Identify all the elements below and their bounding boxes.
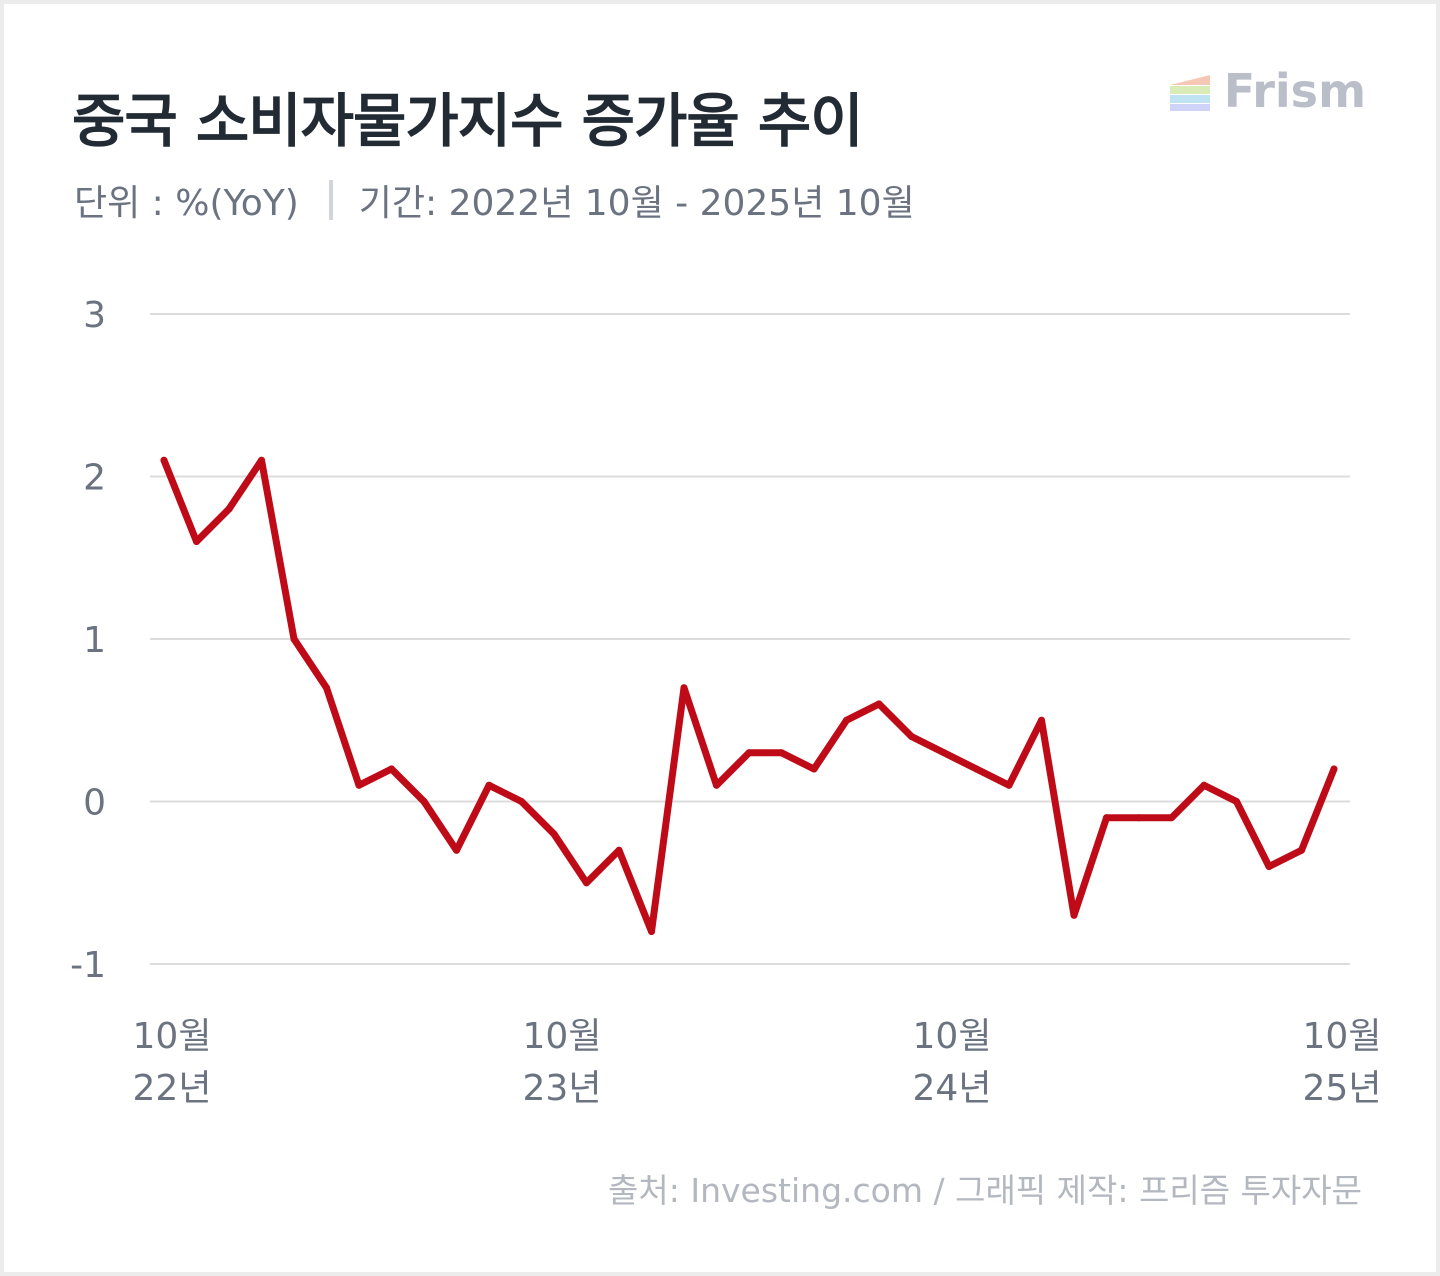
data-point [843, 716, 850, 724]
data-point [355, 781, 363, 789]
data-point [940, 749, 948, 757]
data-point [485, 781, 493, 789]
data-point [810, 765, 818, 773]
subtitle-divider [328, 180, 333, 220]
chart-card: 중국 소비자물가지수 증가율 추이 단위 : %(YoY) 기간: 2022년 … [4, 4, 1436, 1272]
x-tick-month-label: 10월 [523, 1016, 602, 1057]
y-tick-label: 0 [83, 783, 106, 824]
data-point [680, 684, 688, 692]
data-point [908, 733, 915, 740]
x-axis-ticks: 10월 22년 10월 23년 10월 24년 10월 25년 [133, 1016, 1382, 1109]
unit-label: 단위 : %(YoY) [74, 183, 299, 224]
data-point [290, 635, 298, 643]
data-point [550, 830, 558, 838]
data-point [1168, 814, 1175, 822]
data-point [1005, 781, 1013, 789]
x-tick-month-label: 10월 [133, 1016, 212, 1057]
chart-subtitle: 단위 : %(YoY) 기간: 2022년 10월 - 2025년 10월 [74, 174, 915, 226]
series-line [160, 456, 1338, 935]
data-point [713, 781, 720, 789]
frism-logo: Frism [1169, 64, 1366, 118]
grid-lines [150, 313, 1350, 965]
data-point [1038, 716, 1045, 724]
data-point [745, 749, 753, 757]
period-label: 기간: 2022년 10월 - 2025년 10월 [358, 183, 915, 224]
data-point [453, 846, 460, 854]
data-point [1265, 863, 1273, 870]
data-point [615, 846, 623, 854]
data-point [518, 798, 525, 805]
y-axis-ticks: 3 2 1 0 -1 [70, 295, 106, 986]
line-chart: 3 2 1 0 -1 10월 22년 10월 23년 10월 24년 10월 25년 [70, 295, 1382, 1109]
data-point [258, 456, 265, 464]
data-point [973, 765, 980, 773]
y-tick-label: 2 [83, 458, 106, 499]
data-point [160, 456, 168, 464]
data-point [225, 505, 233, 513]
chart-title: 중국 소비자물가지수 증가율 추이 [72, 87, 864, 155]
x-tick-month-label: 10월 [1303, 1016, 1382, 1057]
data-point [1135, 814, 1143, 822]
data-point [388, 765, 395, 773]
y-tick-label: 1 [83, 620, 106, 661]
data-point [323, 684, 330, 692]
data-point [1200, 781, 1208, 789]
data-point [778, 749, 785, 757]
data-point [648, 928, 655, 935]
x-tick-year-label: 25년 [1303, 1068, 1382, 1109]
x-tick-year-label: 23년 [523, 1068, 602, 1109]
x-tick-month-label: 10월 [913, 1016, 992, 1057]
data-point [193, 538, 200, 545]
logo-text: Frism [1223, 64, 1366, 118]
data-point [1330, 765, 1338, 773]
y-tick-label: -1 [70, 945, 106, 986]
data-point [583, 879, 590, 887]
data-point [1070, 911, 1078, 919]
data-point [420, 798, 428, 805]
source-note: 출처: Investing.com / 그래픽 제작: 프리즘 투자자문 [608, 1171, 1362, 1210]
data-point [875, 700, 883, 708]
x-tick-year-label: 22년 [133, 1068, 212, 1109]
series-cpi [160, 456, 1338, 935]
data-point [1103, 814, 1110, 822]
y-tick-label: 3 [83, 295, 106, 336]
data-point [1298, 846, 1305, 854]
data-point [1233, 798, 1240, 805]
x-tick-year-label: 24년 [913, 1068, 992, 1109]
stacked-bars-logo-icon [1169, 75, 1210, 111]
